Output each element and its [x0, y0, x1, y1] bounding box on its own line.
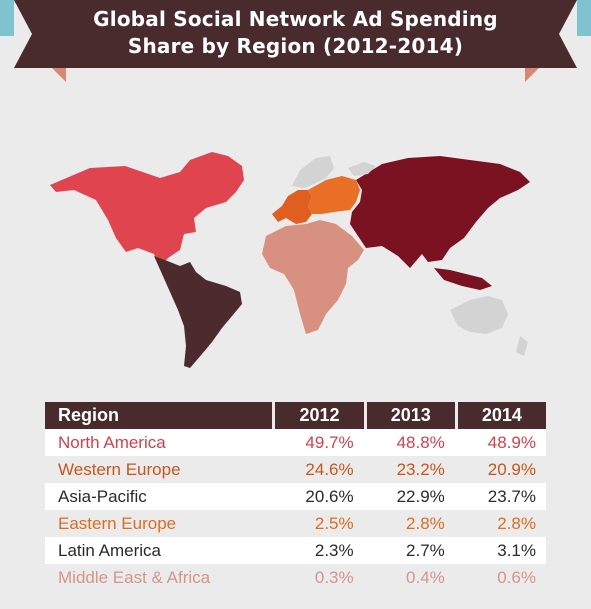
- row-value-2013: 2.7%: [363, 537, 455, 564]
- table-row: Latin America 2.3% 2.7% 3.1%: [45, 537, 546, 564]
- row-region: Eastern Europe: [45, 510, 273, 537]
- row-value-2014: 0.6%: [454, 564, 546, 591]
- row-region: North America: [45, 429, 273, 456]
- row-value-2014: 2.8%: [454, 510, 546, 537]
- table-header-row: Region 2012 2013 2014: [45, 402, 546, 429]
- row-value-2012: 2.3%: [272, 537, 364, 564]
- row-value-2013: 23.2%: [363, 456, 455, 483]
- title-line-1: Global Social Network Ad Spending: [93, 7, 498, 31]
- region-table: Region 2012 2013 2014 North America 49.7…: [45, 402, 546, 591]
- map-region-latin-america: [154, 256, 242, 368]
- row-value-2012: 2.5%: [272, 510, 364, 537]
- map-region-north-america: [50, 152, 244, 268]
- row-value-2013: 2.8%: [363, 510, 455, 537]
- table-row: Western Europe 24.6% 23.2% 20.9%: [45, 456, 546, 483]
- map-region-middle-east-africa: [262, 220, 364, 334]
- table-row: Eastern Europe 2.5% 2.8% 2.8%: [45, 510, 546, 537]
- row-value-2013: 22.9%: [363, 483, 455, 510]
- row-value-2014: 3.1%: [454, 537, 546, 564]
- row-region: Asia-Pacific: [45, 483, 273, 510]
- header-2012: 2012: [272, 402, 364, 429]
- row-value-2014: 23.7%: [454, 483, 546, 510]
- map-region-western-europe: [272, 190, 312, 224]
- map-region-other-australia: [450, 296, 508, 334]
- table-row: North America 49.7% 48.8% 48.9%: [45, 429, 546, 456]
- row-value-2012: 0.3%: [272, 564, 364, 591]
- row-region: Western Europe: [45, 456, 273, 483]
- map-region-other-new-zealand: [516, 336, 528, 356]
- header-2014: 2014: [454, 402, 546, 429]
- map-region-other-scandinavia: [292, 156, 334, 188]
- title-line-2: Share by Region (2012-2014): [127, 34, 464, 58]
- table-row: Asia-Pacific 20.6% 22.9% 23.7%: [45, 483, 546, 510]
- ribbon-fold-right: [525, 68, 539, 82]
- table-row: Middle East & Africa 0.3% 0.4% 0.6%: [45, 564, 546, 591]
- banner-notch-left: [14, 0, 32, 68]
- row-value-2012: 49.7%: [272, 429, 364, 456]
- row-value-2014: 48.9%: [454, 429, 546, 456]
- row-value-2013: 0.4%: [363, 564, 455, 591]
- world-map: [50, 152, 530, 368]
- row-region: Latin America: [45, 537, 273, 564]
- row-value-2013: 48.8%: [363, 429, 455, 456]
- map-region-other-russia-north: [348, 162, 376, 176]
- row-region: Middle East & Africa: [45, 564, 273, 591]
- map-region-asia-pacific-islands: [434, 268, 492, 290]
- map-region-asia-pacific: [350, 156, 530, 268]
- row-value-2012: 24.6%: [272, 456, 364, 483]
- map-region-eastern-europe: [308, 176, 360, 214]
- banner-notch-right: [559, 0, 577, 68]
- header-2013: 2013: [363, 402, 455, 429]
- header-region: Region: [45, 402, 273, 429]
- title-banner: [14, 0, 577, 68]
- page-title: Global Social Network Ad Spending Share …: [66, 6, 525, 60]
- row-value-2014: 20.9%: [454, 456, 546, 483]
- ribbon-fold-left: [52, 68, 66, 82]
- row-value-2012: 20.6%: [272, 483, 364, 510]
